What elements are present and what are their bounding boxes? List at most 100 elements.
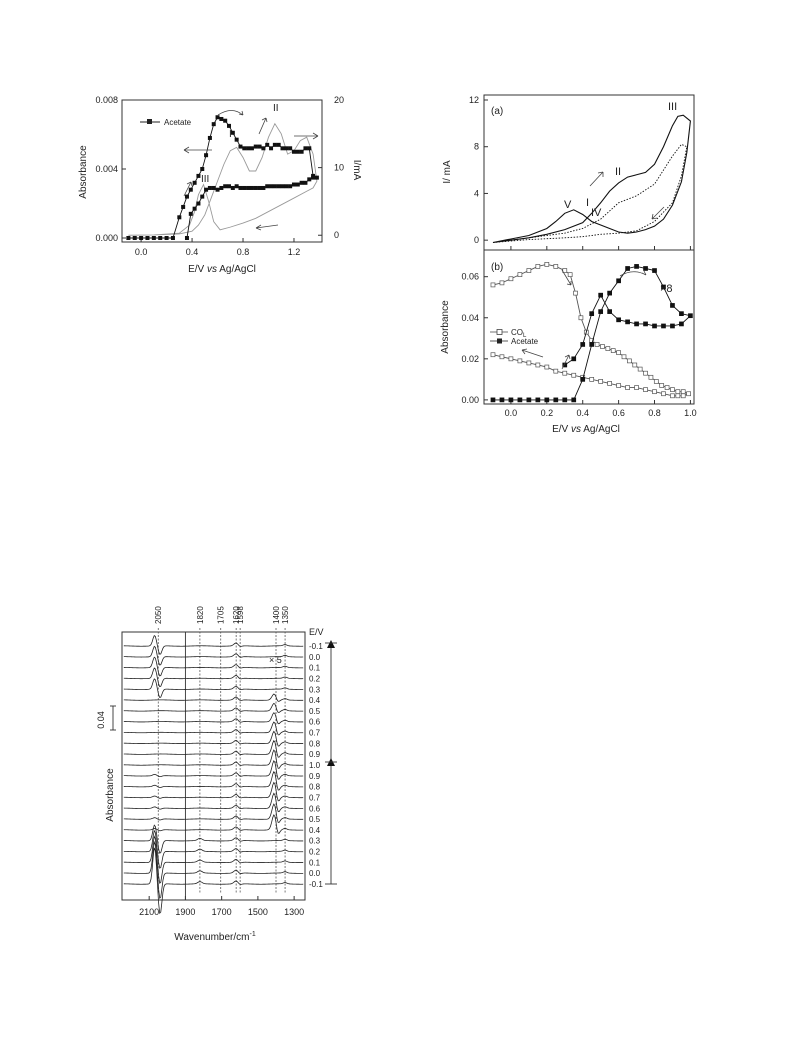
- fig2b-arrow-down-1: [561, 269, 572, 286]
- fig2b-acetate-point: [661, 284, 666, 290]
- fig3-spectrum: [123, 824, 304, 854]
- fig3-potential-header: E/V: [309, 627, 324, 637]
- fig2a-arrow-down: [651, 206, 665, 220]
- fig1-acetate-point: [269, 184, 274, 189]
- fig1-acetate-point: [284, 146, 289, 151]
- fig1-acetate-point: [249, 185, 254, 190]
- fig1-peak-label-II: II: [273, 103, 279, 114]
- fig3-potential-label: 0.0: [309, 653, 321, 662]
- fig1-acetate-point: [276, 142, 281, 147]
- fig2b-y-tick-label: 0.06: [461, 272, 479, 282]
- fig2b-acetate-point: [571, 356, 577, 362]
- fig2b-acetate-point: [670, 303, 675, 308]
- fig2b-co-point: [578, 315, 584, 321]
- fig2a-y-tick-label: 4: [474, 188, 479, 198]
- fig2b-acetate-point: [607, 309, 612, 314]
- fig1-acetate-point: [219, 185, 224, 190]
- fig2b-co-point: [637, 366, 643, 372]
- fig1-acetate-point: [215, 187, 220, 192]
- fig1-arrow-right: [294, 132, 319, 140]
- fig2b-x-tick-label: 0.2: [541, 408, 554, 418]
- fig2b-co-point: [567, 272, 573, 277]
- fig1-acetate-point: [261, 185, 266, 190]
- fig1-peak-label-I: I: [229, 129, 232, 140]
- fig2b-acetate-point: [607, 290, 612, 296]
- fig1-arrow-left: [183, 146, 212, 154]
- fig3-spectra: [123, 634, 304, 915]
- fig1-acetate-point: [272, 184, 277, 189]
- fig1-acetate-point: [188, 187, 193, 192]
- fig1-y-tick-label: 0.008: [95, 95, 118, 105]
- fig1-x-axis-label-vs: vs: [207, 264, 217, 275]
- fig3-spectrum: [123, 739, 304, 758]
- fig2b-co-point: [643, 387, 648, 392]
- fig2b-co-point: [535, 264, 541, 269]
- fig1-acetate-point: [257, 185, 262, 190]
- fig1-acetate-point: [139, 236, 144, 240]
- fig1-y-tick-label: 0.000: [95, 233, 118, 243]
- fig2b-co-point: [517, 272, 523, 277]
- fig3-spectrum: [123, 721, 304, 736]
- fig1-acetate-point: [303, 146, 308, 151]
- fig3-spectrum: [123, 634, 304, 655]
- fig3-spectrum: [123, 749, 304, 769]
- fig3-x-tick-label: 1700: [212, 907, 232, 917]
- fig3-x-tick-label: 2100: [139, 907, 159, 917]
- fig2b-legend-label-co-main: CO: [511, 328, 523, 337]
- fig2b-panel-label: (b): [491, 262, 503, 273]
- fig2b-co-point: [508, 276, 514, 282]
- fig2b-co-point: [526, 268, 532, 273]
- fig1-legend-label: Acetate: [164, 118, 192, 127]
- fig1-acetate-point: [288, 146, 293, 151]
- fig2b-legend-label-co: COL: [511, 328, 527, 339]
- fig3-spectrum: [123, 645, 304, 666]
- fig3-spectrum: [123, 829, 304, 869]
- fig2b-co-point: [627, 358, 632, 364]
- fig3-x-tick-label: 1900: [175, 907, 195, 917]
- fig2b-co-point: [499, 280, 505, 286]
- fig1-acetate-point: [223, 184, 228, 189]
- fig3-spectrum: [123, 770, 304, 791]
- fig2b-acetate-point: [616, 317, 621, 323]
- fig1-acetate-point: [204, 153, 209, 158]
- fig2b-acetate-point: [652, 268, 657, 273]
- fig2b-acetate-point: [580, 377, 586, 382]
- fig2b-co-point: [535, 362, 541, 368]
- fig2a-y-tick-label: 12: [469, 95, 479, 105]
- fig3-potential-labels: -0.10.00.10.20.30.40.50.60.70.80.91.00.9…: [309, 642, 323, 889]
- fig3-potential-label: 0.7: [309, 793, 321, 802]
- fig3-potential-label: 1.0: [309, 761, 321, 770]
- fig3-potential-label: 0.9: [309, 750, 321, 759]
- fig1-x-axis-label-pre: E/V: [188, 264, 207, 275]
- fig1-acetate-point: [246, 146, 251, 151]
- fig2b-curves: [490, 262, 693, 403]
- fig1-acetate-point: [295, 149, 300, 154]
- fig2b-acetate-point: [625, 266, 630, 271]
- fig2a-peak-label-IV: IV: [591, 207, 602, 219]
- fig2b-arrow-left: [521, 348, 544, 358]
- fig1-x-tick-label: 0.4: [186, 247, 199, 257]
- fig2b-acetate-point: [598, 309, 604, 314]
- fig3-potential-label: 0.2: [309, 848, 321, 857]
- fig1-acetate-point: [192, 206, 197, 211]
- fig2b-acetate-point: [661, 323, 666, 329]
- fig1-acetate-point: [246, 185, 251, 190]
- fig2b-legend-marker-co: [496, 329, 503, 335]
- fig1-acetate-point: [288, 184, 293, 189]
- fig3-x-axis-label-sup: -1: [249, 931, 255, 938]
- fig2b-co-point: [517, 358, 523, 364]
- fig3-potential-label: 0.1: [309, 664, 321, 673]
- fig2b-co-point: [670, 387, 675, 392]
- fig3-spectrum: [123, 835, 304, 884]
- fig1-acetate-point: [188, 211, 193, 216]
- fig2b-co-point: [648, 374, 654, 380]
- fig1-acetate-point: [238, 144, 243, 149]
- fig1-y2-tick-label: 20: [334, 95, 344, 105]
- fig2b-y-axis-label: Absorbance: [440, 300, 451, 354]
- fig2b-co-point: [610, 348, 616, 353]
- fig1-y-tick-label: 0.004: [95, 164, 118, 174]
- fig2b-co-point: [652, 389, 657, 395]
- fig2b-co-point: [634, 385, 639, 390]
- fig2b-arrow-up-2: [561, 354, 571, 370]
